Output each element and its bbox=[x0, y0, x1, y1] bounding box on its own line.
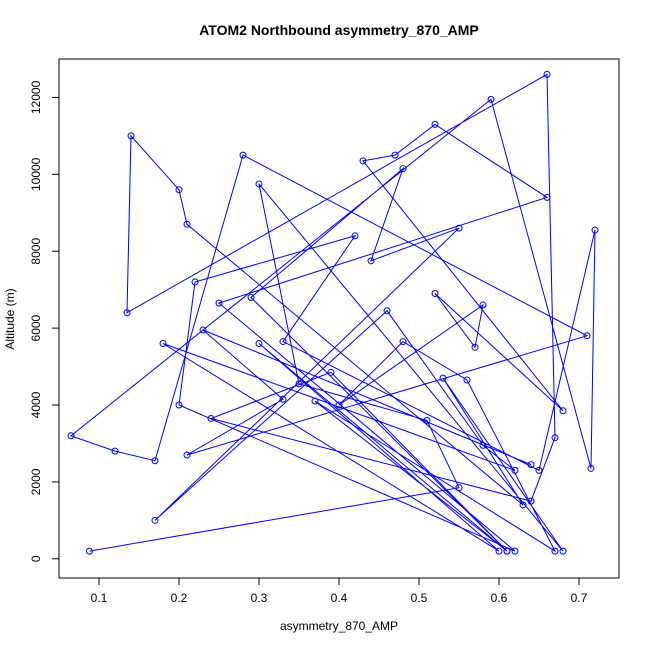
data-point bbox=[471, 343, 479, 351]
x-tick-label: 0.1 bbox=[91, 591, 108, 605]
data-point bbox=[463, 376, 471, 384]
data-point bbox=[527, 497, 535, 505]
data-point bbox=[587, 464, 595, 472]
y-tick-label: 6000 bbox=[29, 314, 43, 341]
data-point bbox=[527, 461, 535, 469]
data-point bbox=[399, 338, 407, 346]
x-tick-label: 0.2 bbox=[171, 591, 188, 605]
data-point bbox=[351, 232, 359, 240]
data-point bbox=[503, 547, 511, 555]
data-point bbox=[583, 332, 591, 340]
data-point bbox=[85, 547, 93, 555]
data-point bbox=[199, 326, 207, 334]
data-point bbox=[511, 466, 519, 474]
data-point bbox=[543, 193, 551, 201]
data-point bbox=[431, 120, 439, 128]
chart-title: ATOM2 Northbound asymmetry_870_AMP bbox=[199, 22, 479, 38]
data-point bbox=[359, 157, 367, 165]
data-point bbox=[183, 451, 191, 459]
data-point bbox=[383, 307, 391, 315]
data-point bbox=[551, 434, 559, 442]
data-point bbox=[487, 95, 495, 103]
data-point bbox=[559, 547, 567, 555]
data-point bbox=[423, 416, 431, 424]
x-tick-label: 0.4 bbox=[331, 591, 348, 605]
y-tick-label: 8000 bbox=[29, 238, 43, 265]
data-point bbox=[67, 432, 75, 440]
data-point bbox=[431, 290, 439, 298]
data-point bbox=[175, 401, 183, 409]
data-point bbox=[439, 374, 447, 382]
data-point bbox=[335, 401, 343, 409]
data-point bbox=[327, 368, 335, 376]
data-point bbox=[391, 151, 399, 159]
data-point bbox=[311, 397, 319, 405]
data-point bbox=[455, 484, 463, 492]
x-tick-label: 0.7 bbox=[571, 591, 588, 605]
y-tick-label: 12000 bbox=[29, 80, 43, 114]
x-axis: 0.1 0.2 0.3 0.4 0.5 0.6 0.7 bbox=[91, 577, 588, 605]
data-point bbox=[255, 180, 263, 188]
data-point bbox=[455, 224, 463, 232]
data-point bbox=[279, 395, 287, 403]
data-point bbox=[255, 339, 263, 347]
data-point bbox=[123, 309, 131, 317]
data-point bbox=[479, 441, 487, 449]
data-point bbox=[591, 226, 599, 234]
series-layer bbox=[67, 70, 599, 555]
data-point bbox=[151, 457, 159, 465]
y-tick-label: 10000 bbox=[29, 157, 43, 191]
data-point bbox=[247, 293, 255, 301]
data-point bbox=[239, 151, 247, 159]
data-point bbox=[519, 501, 527, 509]
data-point bbox=[551, 547, 559, 555]
y-tick-label: 2000 bbox=[29, 468, 43, 495]
x-axis-label: asymmetry_870_AMP bbox=[280, 619, 398, 633]
data-point bbox=[399, 165, 407, 173]
data-point bbox=[207, 414, 215, 422]
data-point bbox=[127, 132, 135, 140]
data-point bbox=[295, 380, 303, 388]
data-point bbox=[159, 339, 167, 347]
y-tick-label: 0 bbox=[29, 555, 43, 562]
data-point bbox=[479, 301, 487, 309]
data-point bbox=[191, 278, 199, 286]
y-axis: 0 2000 4000 6000 8000 10000 12000 bbox=[29, 80, 60, 562]
data-point bbox=[279, 338, 287, 346]
data-point bbox=[543, 70, 551, 78]
data-point bbox=[367, 257, 375, 265]
series-line bbox=[69, 73, 596, 553]
data-point bbox=[535, 466, 543, 474]
data-point bbox=[495, 547, 503, 555]
y-axis-label: Altitude (m) bbox=[3, 288, 17, 349]
data-point bbox=[559, 407, 567, 415]
x-tick-label: 0.3 bbox=[251, 591, 268, 605]
x-tick-label: 0.6 bbox=[491, 591, 508, 605]
data-point bbox=[183, 220, 191, 228]
x-tick-label: 0.5 bbox=[411, 591, 428, 605]
data-point bbox=[151, 516, 159, 524]
data-point bbox=[175, 186, 183, 194]
data-point bbox=[511, 547, 519, 555]
data-point bbox=[111, 447, 119, 455]
data-point bbox=[215, 299, 223, 307]
y-tick-label: 4000 bbox=[29, 391, 43, 418]
